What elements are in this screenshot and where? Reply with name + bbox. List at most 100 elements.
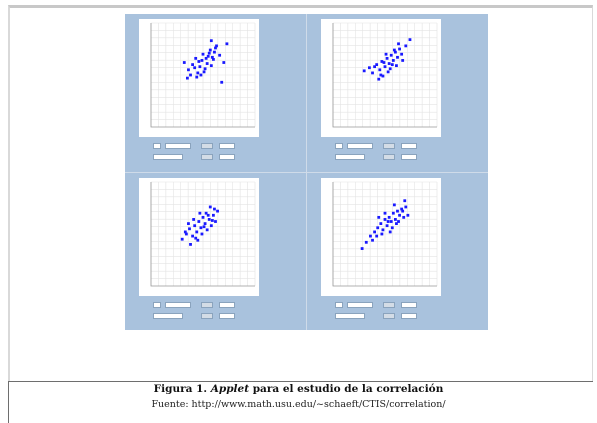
plot-background	[139, 178, 259, 296]
control-input-1[interactable]	[347, 302, 373, 308]
scatter-point	[379, 222, 383, 225]
scatter-point	[392, 48, 396, 52]
figure-source: Fuente: http://www.math.usu.edu/~schaeft…	[151, 399, 446, 410]
scatter-point	[208, 205, 212, 209]
scatter-point	[386, 70, 390, 74]
control-label-3	[201, 313, 213, 319]
scatter-point	[194, 56, 198, 60]
scatter-point	[191, 63, 194, 66]
scatter-plot-top-right	[321, 19, 441, 137]
scatter-point	[191, 234, 194, 238]
control-input-1[interactable]	[165, 302, 191, 308]
scatter-point	[206, 213, 210, 217]
control-input-2[interactable]	[401, 302, 417, 308]
plot-background	[321, 178, 441, 296]
scatter-point	[389, 53, 393, 57]
control-button[interactable]	[153, 154, 183, 160]
control-input-2[interactable]	[401, 143, 417, 149]
scatter-point	[203, 222, 207, 225]
control-button[interactable]	[335, 313, 365, 319]
scatter-point	[182, 61, 186, 64]
scatter-point	[218, 53, 222, 57]
scatter-point	[186, 76, 189, 80]
scatter-panel-bottom-left	[125, 173, 306, 331]
scatter-point	[220, 80, 224, 84]
scatter-point	[377, 77, 381, 81]
control-input-3[interactable]	[219, 313, 235, 319]
plot-axes	[332, 23, 437, 128]
plot-axes	[150, 23, 255, 128]
scatter-point	[199, 226, 203, 230]
control-input-2[interactable]	[219, 302, 235, 308]
applet-figure	[125, 14, 488, 330]
plot-background	[139, 19, 259, 137]
scatter-point	[204, 56, 208, 60]
scatter-point	[202, 225, 206, 229]
control-input-2[interactable]	[219, 143, 235, 149]
scatter-point	[207, 218, 211, 221]
scatter-point	[202, 70, 206, 74]
scatter-point	[195, 75, 199, 79]
scatter-point	[375, 63, 379, 66]
scatter-point	[207, 51, 211, 55]
scatter-point	[385, 224, 389, 228]
caption-left-rule	[8, 381, 9, 423]
scatter-point	[397, 220, 400, 223]
scatter-point	[380, 60, 384, 63]
scatter-point	[189, 73, 192, 77]
scatter-point	[180, 237, 184, 241]
scatter-point	[396, 209, 399, 213]
scatter-point	[214, 220, 217, 223]
control-input-1[interactable]	[165, 143, 191, 149]
scatter-point	[387, 62, 391, 65]
control-input-3[interactable]	[219, 154, 235, 160]
scatter-point	[198, 65, 202, 69]
scatter-point	[208, 48, 212, 52]
scatter-point	[380, 232, 384, 236]
scatter-point	[201, 52, 205, 56]
caption-suffix: para el estudio de la correlación	[252, 383, 444, 395]
scatter-point	[396, 55, 399, 59]
control-label-2	[383, 143, 395, 149]
scatter-point	[408, 38, 412, 42]
scatter-point	[400, 52, 404, 56]
control-input-1[interactable]	[347, 143, 373, 149]
scatter-point	[371, 238, 374, 242]
scatter-point	[390, 226, 394, 230]
scatter-point	[193, 66, 197, 70]
control-input-3[interactable]	[401, 154, 417, 160]
scatter-point	[210, 55, 214, 59]
scatter-point	[192, 218, 196, 221]
scatter-point	[183, 230, 187, 234]
scatter-point	[381, 74, 385, 78]
scatter-point	[215, 44, 218, 48]
control-input-3[interactable]	[401, 313, 417, 319]
scatter-point	[383, 218, 387, 221]
scatter-point	[379, 73, 383, 77]
scatter-point	[376, 226, 380, 230]
scatter-point	[390, 63, 394, 66]
scatter-point	[197, 220, 201, 223]
scatter-point	[384, 52, 388, 56]
controls-top-left	[139, 140, 259, 168]
control-button[interactable]	[153, 313, 183, 319]
scatter-point	[200, 232, 204, 236]
controls-top-right	[321, 140, 441, 168]
scatter-point	[394, 218, 397, 221]
scatter-point	[382, 61, 386, 64]
scatter-point	[213, 50, 216, 54]
scatter-point	[214, 46, 217, 50]
scatter-point	[210, 219, 214, 222]
scatter-point	[377, 215, 381, 219]
scatter-point	[403, 199, 407, 203]
scatter-point	[225, 42, 229, 46]
scatter-point	[196, 71, 200, 75]
scatter-point	[188, 227, 191, 231]
scatter-point	[189, 243, 192, 246]
scatter-point	[201, 215, 205, 219]
scatter-point	[383, 65, 387, 69]
control-button[interactable]	[335, 154, 365, 160]
control-label-2	[201, 143, 213, 149]
scatter-point	[375, 234, 379, 238]
scatter-point	[395, 222, 398, 225]
